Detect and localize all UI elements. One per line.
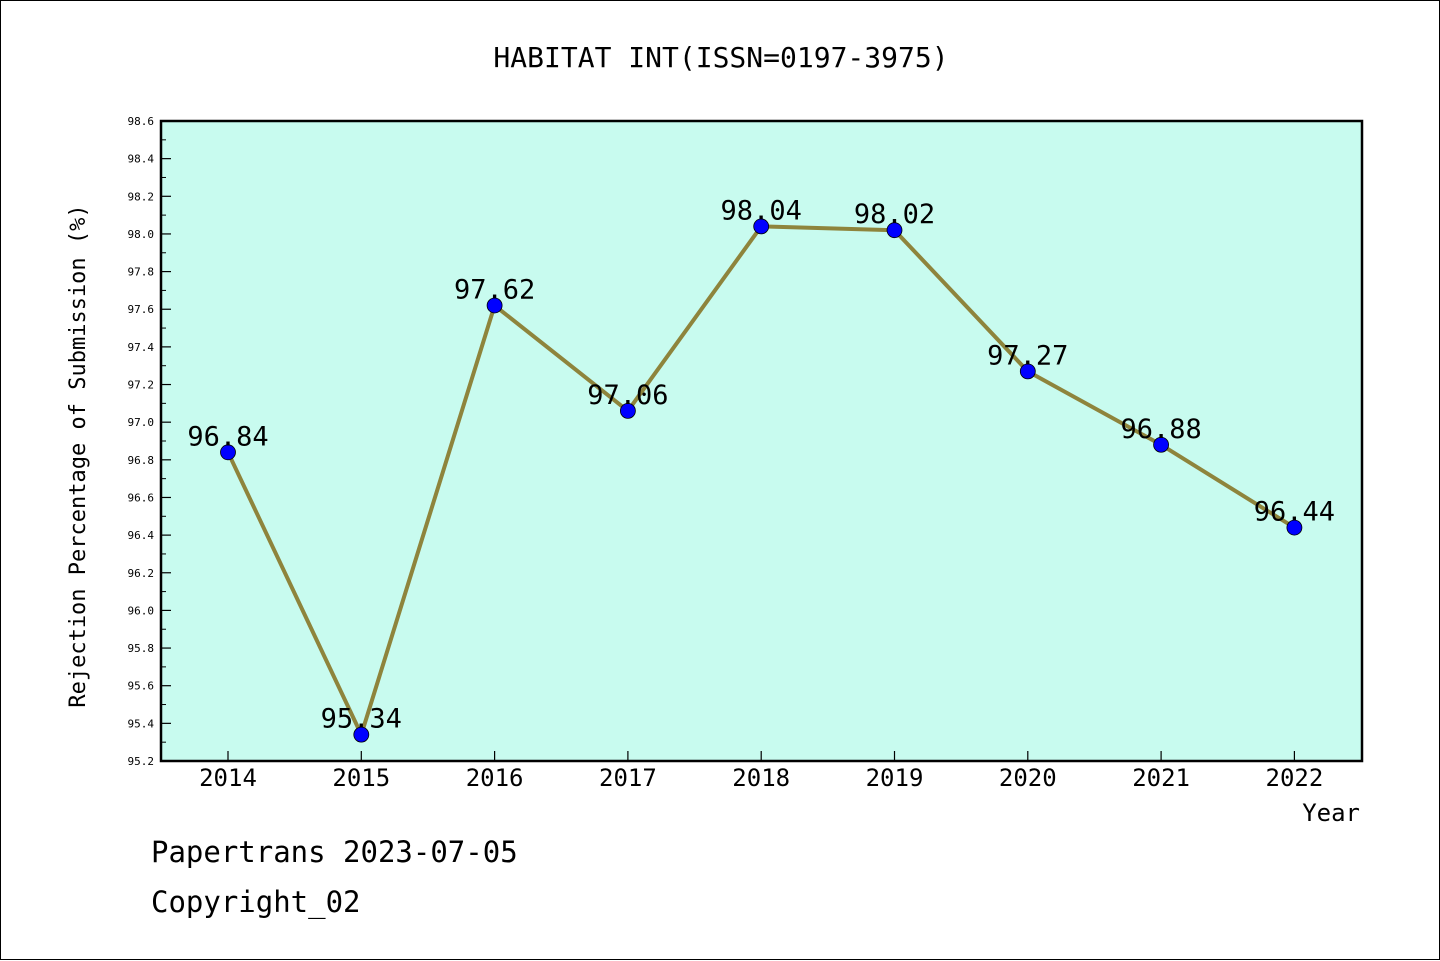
x-tick-label: 2022 <box>1266 764 1324 792</box>
y-tick-label: 95.2 <box>128 755 155 768</box>
x-axis-label: Year <box>1302 799 1360 827</box>
data-point <box>486 297 503 314</box>
data-point <box>1286 519 1303 536</box>
data-point <box>1153 436 1169 453</box>
x-tick-label: 2017 <box>599 764 657 792</box>
y-tick-label: 96.4 <box>128 529 155 542</box>
data-point <box>220 444 236 461</box>
y-tick-label: 95.6 <box>128 680 155 693</box>
data-label: 95.34 <box>321 704 402 735</box>
data-point <box>1019 363 1036 380</box>
data-label: 98.04 <box>721 195 802 226</box>
x-tick-label: 2018 <box>732 764 790 792</box>
data-label: 97.27 <box>987 340 1068 371</box>
x-tick-label: 2016 <box>466 764 524 792</box>
y-tick-label: 98.2 <box>128 190 155 203</box>
y-tick-label: 97.2 <box>128 379 155 392</box>
x-tick-label: 2014 <box>199 764 257 792</box>
y-tick-label: 95.4 <box>128 717 155 730</box>
data-point <box>886 222 903 239</box>
y-tick-label: 95.8 <box>128 642 155 655</box>
y-tick-label: 96.6 <box>128 491 155 504</box>
y-tick-label: 98.0 <box>128 228 155 241</box>
data-label: 96.88 <box>1120 414 1201 445</box>
data-point <box>353 726 370 743</box>
y-tick-label: 97.6 <box>128 303 155 316</box>
y-axis: 95.2 95.4 95.6 95.8 96.0 96.2 96.4 96.6 96.8 97.0… <box>128 115 171 768</box>
x-tick-label: 2015 <box>332 764 390 792</box>
data-point <box>753 218 770 235</box>
data-label: 97.06 <box>587 380 668 411</box>
y-tick-label: 96.2 <box>128 567 155 580</box>
y-tick-label: 96.0 <box>128 604 155 617</box>
x-tick-label: 2020 <box>999 764 1057 792</box>
y-tick-label: 97.4 <box>128 341 155 354</box>
data-label: 97.62 <box>454 274 535 305</box>
y-tick-label: 96.8 <box>128 454 155 467</box>
data-series: 96.84 95.34 97.62 97.06 98.04 98.02 97.27 96.88… <box>187 195 1335 743</box>
data-label: 98.02 <box>854 199 935 230</box>
y-tick-label: 98.4 <box>128 153 155 166</box>
data-point <box>620 402 636 419</box>
footer-copyright: Copyright_02 <box>151 885 361 919</box>
chart-title: HABITAT INT(ISSN=0197-3975) <box>493 41 948 74</box>
data-label: 96.44 <box>1254 497 1335 528</box>
x-tick-label: 2019 <box>866 764 924 792</box>
data-label: 96.84 <box>187 421 268 452</box>
y-axis-label: Rejection Percentage of Submission (%) <box>66 204 91 707</box>
x-tick-label: 2021 <box>1132 764 1190 792</box>
y-tick-label: 98.6 <box>128 115 155 128</box>
y-tick-label: 97.0 <box>128 416 155 429</box>
footer-date: Papertrans 2023-07-05 <box>151 835 518 869</box>
x-axis: 2014 2015 2016 2017 2018 2019 2020 2021 2022 <box>199 751 1323 792</box>
y-tick-label: 97.8 <box>128 266 155 279</box>
